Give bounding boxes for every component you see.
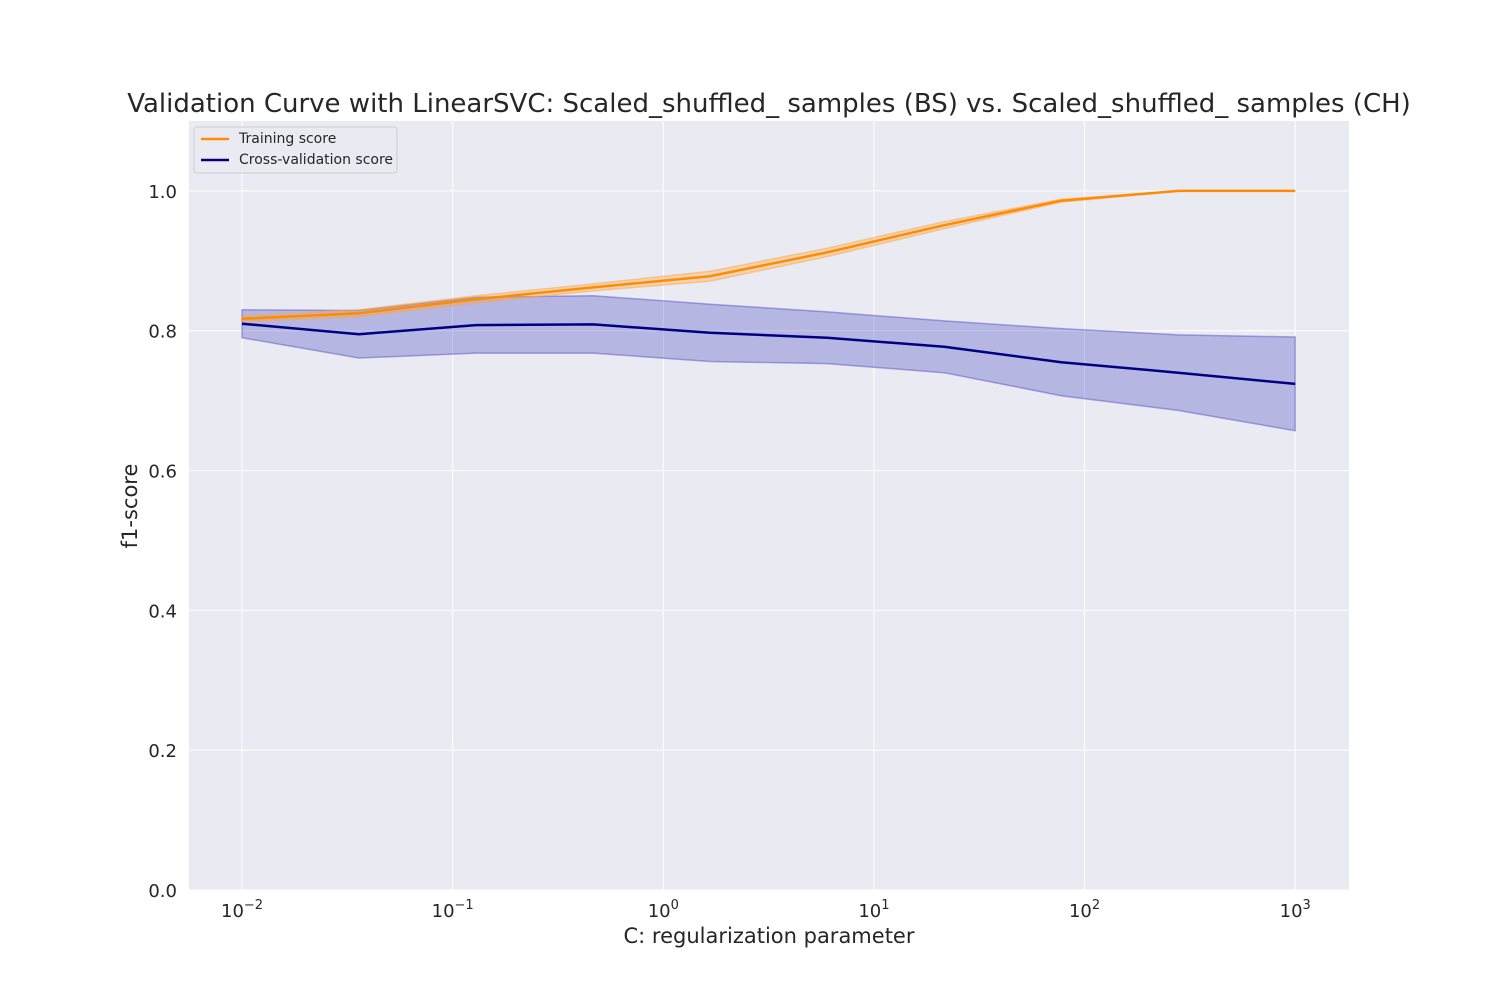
legend-box	[193, 126, 398, 174]
series-line-training	[241, 189, 1296, 321]
x-tick-label: 101	[858, 898, 889, 922]
y-tick-label: 0.0	[148, 881, 177, 902]
plot-area	[189, 121, 1349, 890]
series-lines	[241, 189, 1296, 386]
y-tick-label: 1.0	[148, 182, 177, 203]
y-tick-label: 0.4	[148, 601, 177, 622]
x-axis-label: C: regularization parameter	[624, 924, 915, 948]
grid-lines	[189, 121, 1349, 891]
legend: Training score Cross-validation score	[193, 126, 398, 174]
x-tick-label: 103	[1280, 898, 1311, 922]
x-tick-labels: 10−2 10−1 100 101 102 103	[221, 898, 1311, 922]
x-tick-label: 10−2	[221, 898, 263, 922]
y-tick-label: 0.8	[148, 322, 177, 343]
chart-title: Validation Curve with LinearSVC: Scaled_…	[127, 89, 1411, 119]
x-tick-label: 100	[648, 898, 679, 922]
y-tick-label: 0.2	[148, 741, 177, 762]
series-line-cross-validation	[241, 322, 1296, 386]
confidence-band-cross-validation	[241, 295, 1296, 432]
y-tick-labels: 0.0 0.2 0.4 0.6 0.8 1.0	[148, 182, 177, 902]
x-tick-label: 102	[1069, 898, 1100, 922]
y-axis-label: f1-score	[118, 464, 142, 549]
legend-label-training: Training score	[238, 131, 336, 147]
y-tick-label: 0.6	[148, 462, 177, 483]
legend-label-cross-validation: Cross-validation score	[239, 152, 393, 168]
x-tick-label: 10−1	[432, 898, 474, 922]
